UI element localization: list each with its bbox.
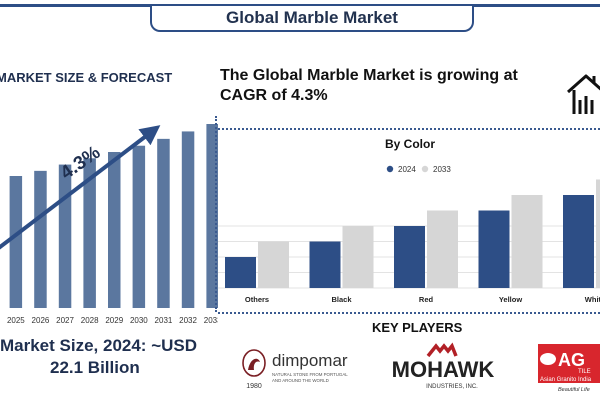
forecast-year-label: 2026: [32, 316, 50, 325]
forecast-year-label: 2033: [204, 316, 218, 325]
dimpomar-tagline1: NATURAL STONE FROM PORTUGAL: [272, 372, 348, 377]
mohawk-logo: MOHAWK INDUSTRIES, INC.: [388, 340, 498, 394]
chart-bottom-rule: [218, 312, 600, 314]
forecast-bar: [132, 145, 146, 308]
ag-line: Asian Granito India: [540, 377, 592, 383]
color-bar-2024: [563, 195, 594, 288]
forecast-year-label: 2032: [179, 316, 197, 325]
forecast-bar: [157, 138, 170, 308]
color-category-label: Red: [419, 295, 434, 304]
legend-label-2033: 2033: [433, 165, 451, 174]
forecast-year-label: 2027: [56, 316, 74, 325]
color-chart-title: By Color: [385, 137, 435, 151]
forecast-bar: [34, 170, 47, 308]
color-category-label: Others: [245, 295, 269, 304]
headline-line2: CAGR of 4.3%: [220, 87, 328, 104]
forecast-year-label: 2024: [0, 316, 1, 325]
headline: The Global Marble Market is growing at C…: [220, 66, 550, 106]
dimpomar-name: dimpomar: [272, 351, 348, 370]
ag-slogan: Beautiful Life: [558, 387, 590, 393]
market-size-line2: 22.1 Billion: [50, 358, 140, 377]
mohawk-name: MOHAWK: [392, 357, 495, 382]
mohawk-sub: INDUSTRIES, INC.: [426, 384, 478, 390]
forecast-chart: 2024 2025 2026 2027 2028 2029 2030 2031 2032 2033…: [0, 124, 218, 325]
forecast-year-label: 2025: [7, 316, 25, 325]
color-bar-2024: [309, 241, 341, 288]
legend-label-2024: 2024: [398, 165, 416, 174]
panel-divider: [215, 116, 217, 312]
color-category-label: Yellow: [499, 295, 523, 304]
dimpomar-tagline2: AND AROUND THE WORLD: [272, 378, 329, 383]
cagr-label: 4.3%: [57, 142, 105, 184]
key-players-title: KEY PLAYERS: [372, 320, 463, 335]
ag-emblem: AG TILE Asian Granito India Beautiful Li…: [538, 344, 600, 393]
forecast-bar: [9, 176, 23, 308]
color-category-label: Black: [331, 295, 352, 304]
dimpomar-logo: 1980 dimpomar NATURAL STONE FROM PORTUGA…: [240, 344, 370, 394]
legend: 2024 2033: [386, 165, 451, 174]
color-category-label: White: [585, 295, 600, 304]
forecast-year-label: 2030: [130, 316, 148, 325]
page-title: Global Marble Market: [226, 8, 398, 27]
house-icon: [567, 74, 600, 114]
market-size-line1: Market Size, 2024: ~USD: [0, 336, 198, 355]
ag-logo: AG TILE Asian Granito India Beautiful Li…: [536, 340, 600, 394]
header-rule: [0, 4, 600, 7]
title-banner: Global Marble Market: [150, 6, 474, 32]
growth-arrow: [0, 125, 161, 250]
color-bar-2033: [427, 210, 458, 288]
legend-swatch-2024: [386, 165, 394, 173]
ag-name: AG: [558, 350, 585, 370]
mohawk-emblem: MOHAWK INDUSTRIES, INC.: [392, 342, 495, 390]
forecast-year-label: 2029: [105, 316, 123, 325]
color-bar-2033: [511, 195, 543, 288]
color-bar-2033: [258, 241, 289, 288]
market-size-heading: MARKET SIZE & FORECAST: [0, 70, 173, 85]
dimpomar-emblem: 1980 dimpomar NATURAL STONE FROM PORTUGA…: [242, 349, 348, 390]
color-bar-2024: [225, 257, 256, 288]
legend-swatch-2033: [421, 165, 429, 173]
forecast-bar: [58, 164, 72, 308]
forecast-bar: [181, 131, 195, 308]
forecast-bar: [108, 152, 121, 308]
color-bar-2033: [342, 226, 374, 288]
ag-sub: TILE: [578, 369, 591, 375]
dimpomar-year: 1980: [246, 383, 262, 390]
forecast-bar: [206, 124, 218, 308]
chart-top-rule: [218, 128, 600, 130]
forecast-bar: [83, 158, 96, 308]
by-color-chart: By Color 2024 2033 Others Black Red Yellow W…: [218, 137, 600, 304]
forecast-year-label: 2031: [155, 316, 173, 325]
headline-line1: The Global Marble Market is growing at: [220, 67, 518, 84]
color-bar-2033: [596, 179, 600, 288]
color-bar-2024: [478, 210, 510, 288]
forecast-year-label: 2028: [81, 316, 99, 325]
color-bar-2024: [394, 226, 425, 288]
